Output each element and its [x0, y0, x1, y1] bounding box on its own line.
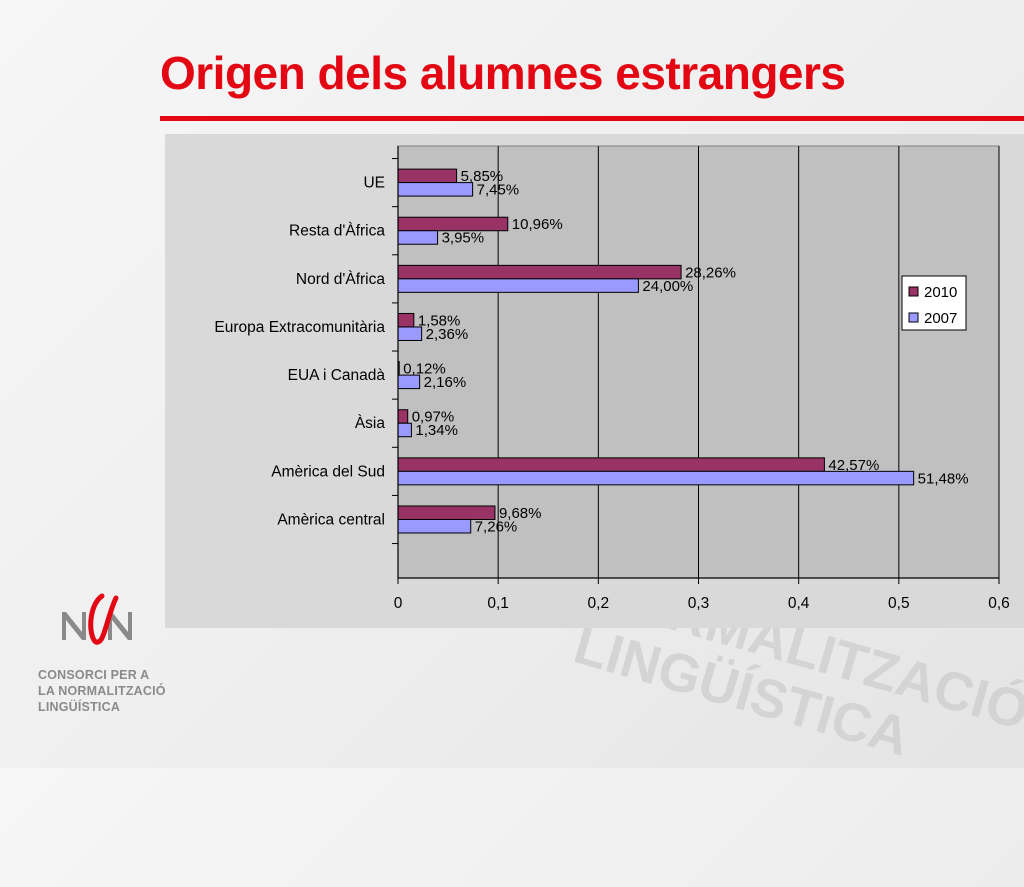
x-tick-label: 0,5	[888, 595, 910, 612]
category-label: EUA i Canadà	[288, 367, 386, 384]
category-label: UE	[363, 175, 385, 192]
x-tick-label: 0,3	[688, 595, 710, 612]
data-label: 5,85%	[461, 168, 504, 185]
data-label: 9,68%	[499, 505, 542, 522]
legend-label: 2010	[924, 284, 957, 301]
category-label: Amèrica del Sud	[271, 463, 385, 480]
data-label: 3,95%	[442, 230, 485, 247]
data-label: 2,36%	[426, 326, 469, 343]
bar-2007-3	[397, 326, 423, 341]
x-tick-label: 0,1	[487, 595, 509, 612]
data-label: 24,00%	[642, 278, 693, 295]
data-label: 7,26%	[475, 518, 518, 535]
category-label: Àsia	[355, 415, 386, 432]
category-label: Nord d'Àfrica	[296, 271, 385, 288]
x-tick-label: 0,2	[588, 595, 610, 612]
logo-line: LA NORMALITZACIÓ	[38, 684, 166, 698]
bar-2007-6	[397, 470, 915, 486]
bar-2007-5	[397, 422, 412, 438]
bar-2010-2	[397, 264, 682, 280]
chart-panel: 5,85% 7,45% UE 10,96% 3,95% Resta d'Àfrica 28,…	[165, 134, 1024, 628]
bar-2010-0	[397, 168, 458, 184]
legend-swatch-2010	[908, 286, 919, 297]
bar-2010-1	[397, 216, 509, 232]
data-label: 10,96%	[512, 216, 563, 233]
bar-2007-7	[397, 518, 472, 534]
legend-swatch-2007	[908, 312, 919, 323]
bar-2010-3	[397, 312, 415, 328]
x-tick-label: 0,4	[788, 595, 810, 612]
title-divider	[160, 116, 1024, 121]
x-tick-label: 0,6	[988, 595, 1010, 612]
data-label: 0,97%	[412, 409, 455, 426]
bar-2007-1	[397, 230, 439, 245]
consorci-logo-icon	[62, 593, 132, 645]
legend-label: 2007	[924, 310, 957, 327]
data-label: 2,16%	[424, 374, 467, 391]
data-label: 28,26%	[685, 264, 736, 281]
logo-text: CONSORCI PER A LA NORMALITZACIÓ LINGÜÍST…	[38, 667, 188, 715]
page-title: Origen dels alumnes estrangers	[160, 47, 846, 99]
logo-line: LINGÜÍSTICA	[38, 700, 121, 714]
bar-chart: 5,85%7,45% UE 10,96% 3,95% Resta d'Àfrica 28,…	[214, 145, 1010, 612]
data-label: 1,34%	[415, 422, 458, 439]
logo-line: CONSORCI PER A	[38, 668, 150, 682]
data-label: 7,45%	[477, 182, 520, 199]
x-tick-label: 0	[394, 595, 403, 612]
legend	[901, 275, 967, 331]
bar-2010-7	[397, 505, 496, 520]
data-label: 42,57%	[828, 457, 879, 474]
category-label: Resta d'Àfrica	[289, 223, 385, 240]
category-label: Europa Extracomunitària	[214, 319, 385, 336]
bar-2010-5	[397, 409, 409, 424]
bar-2007-2	[397, 278, 639, 293]
category-label: Amèrica central	[277, 511, 385, 528]
data-label: 0,12%	[403, 361, 446, 378]
bar-2007-4	[397, 374, 421, 390]
data-label: 51,48%	[918, 470, 969, 487]
bar-2010-6	[397, 457, 825, 472]
data-label: 1,58%	[418, 312, 461, 329]
bar-2007-0	[397, 182, 474, 197]
